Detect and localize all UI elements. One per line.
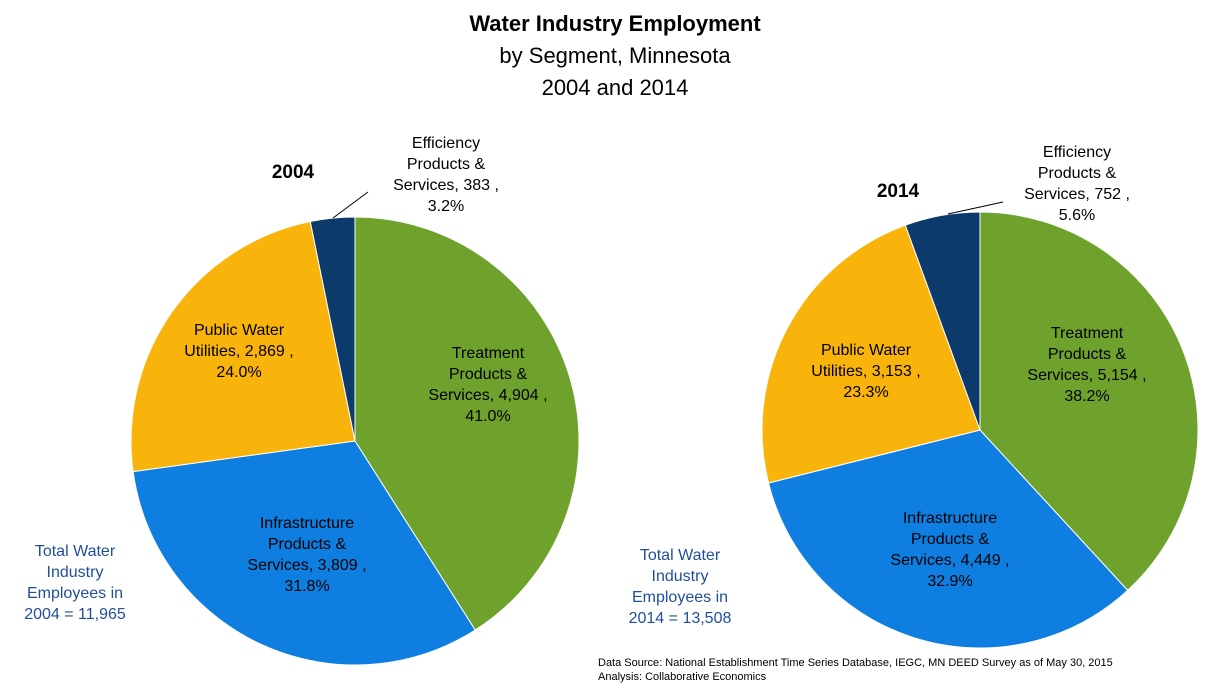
chart-subtitle-line1: by Segment, Minnesota xyxy=(499,43,731,68)
slice-2014-public-water-utilities xyxy=(761,224,981,484)
pie-title-2004: 2004 xyxy=(272,162,315,183)
slice-2004-treatment xyxy=(354,216,580,631)
data-label-2014-infrastructure: Infrastructure Products & Services, 4,449 … xyxy=(890,510,1009,590)
total-employees-2014: Total Water Industry Employees in 2014 = 13… xyxy=(629,547,732,627)
source-line: Data Source: National Establishment Time… xyxy=(598,657,1113,669)
chart-title: Water Industry Employment xyxy=(469,11,761,36)
data-label-2014-efficiency: Efficiency Products & Services, 752 , 5.6% xyxy=(1024,144,1130,224)
data-label-2004-treatment: Treatment Products & Services, 4,904 , 41.0… xyxy=(428,345,547,425)
chart-title-block: Water Industry Employment by Segment, Mi… xyxy=(0,8,1230,104)
slice-2004-infrastructure xyxy=(132,440,476,666)
data-label-2004-infrastructure: Infrastructure Products & Services, 3,809 … xyxy=(247,515,366,595)
slice-2004-efficiency xyxy=(309,216,356,442)
data-source-note: Data Source: National Establishment Time… xyxy=(598,656,1113,684)
total-employees-2004: Total Water Industry Employees in 2004 = 11… xyxy=(24,543,126,623)
data-label-2004-public-water-utilities: Public Water Utilities, 2,869 , 24.0% xyxy=(184,322,293,381)
data-label-2014-treatment: Treatment Products & Services, 5,154 , 38.2… xyxy=(1027,325,1146,405)
leader-line-2014 xyxy=(947,201,1004,215)
data-label-2004-efficiency: Efficiency Products & Services, 383 , 3.2% xyxy=(393,135,499,215)
slice-2014-treatment xyxy=(979,211,1199,592)
chart-subtitle-line2: 2004 and 2014 xyxy=(541,75,689,100)
slice-2014-infrastructure xyxy=(767,429,1129,649)
slice-2004-public-water-utilities xyxy=(130,220,356,473)
analysis-line: Analysis: Collaborative Economics xyxy=(598,671,767,683)
data-label-2014-public-water-utilities: Public Water Utilities, 3,153 , 23.3% xyxy=(811,342,920,401)
leader-line-2004 xyxy=(332,191,369,219)
slice-2014-efficiency xyxy=(904,211,981,431)
pie-title-2014: 2014 xyxy=(877,181,920,202)
